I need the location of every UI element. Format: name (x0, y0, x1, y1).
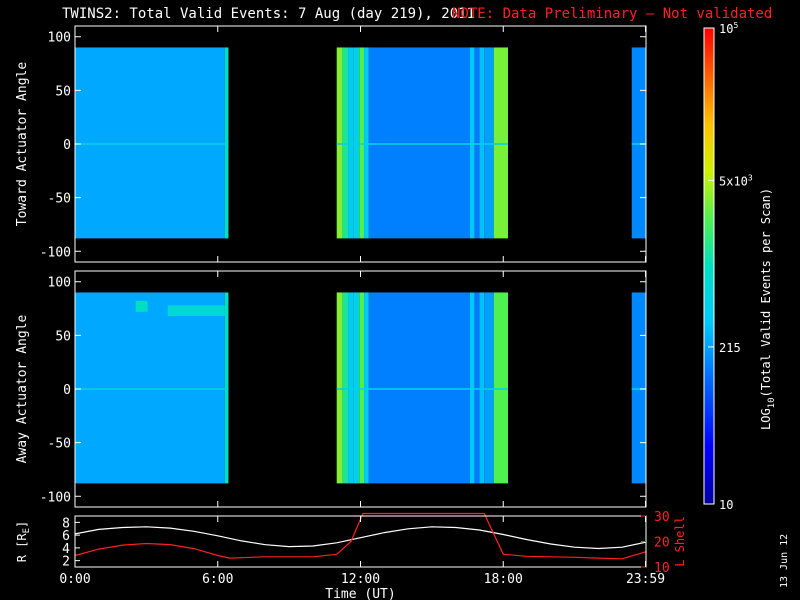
colorbar: 105 5x103 215 10 LOG10(Total Valid Events p… (703, 21, 777, 512)
colorbar-label: LOG10(Total Valid Events per Scan) (759, 188, 777, 430)
heatmap-band (364, 47, 369, 239)
colorbar-tick-label: 10 (719, 498, 733, 512)
panel-frame (74, 515, 647, 568)
colorbar-gradient (704, 28, 714, 504)
colorbar-tick-label: 215 (719, 341, 741, 355)
heatmap-band (224, 47, 229, 239)
y-tick-label: 50 (55, 329, 71, 344)
heatmap-band (474, 292, 480, 484)
zero-angle-line (336, 388, 509, 390)
date-stamp: 13 Jun 12 (779, 534, 790, 588)
y-tick-label: -100 (40, 490, 71, 505)
heatmap-band (493, 47, 509, 239)
heatmap-band (368, 292, 470, 484)
heatmap-band (364, 292, 369, 484)
heatmap-band (479, 47, 485, 239)
heatmap-band (353, 47, 360, 239)
heatmap-patch (167, 305, 225, 317)
heatmap-band (336, 292, 343, 484)
heatmap-band (342, 47, 349, 239)
heatmap-band (348, 292, 354, 484)
zero-angle-line (631, 388, 646, 390)
x-tick-label: 18:00 (484, 572, 523, 587)
y-tick-label: 50 (55, 84, 71, 99)
heatmap-band (469, 47, 475, 239)
x-axis-label: Time (UT) (325, 587, 395, 600)
chart-title: TWINS2: Total Valid Events: 7 Aug (day 2… (62, 6, 476, 22)
y-tick-label-right: 10 (654, 561, 670, 576)
y-axis-label: Toward Actuator Angle (15, 62, 30, 227)
heatmap-band (474, 47, 480, 239)
heatmap-band (353, 292, 360, 484)
heatmap-band (368, 47, 470, 239)
away-angle-panel: 100 50 0 -50 -100 Away Actuator Angle (15, 270, 647, 508)
heatmap-band (469, 292, 475, 484)
x-tick-label: 0:00 (59, 572, 90, 587)
zero-angle-line (336, 143, 509, 145)
heatmap-band (75, 292, 225, 484)
heatmap-band (631, 47, 646, 239)
x-tick-label: 23:59 (626, 572, 665, 587)
heatmap-band (484, 292, 494, 484)
y-axis-label-right: L Shell (673, 516, 687, 567)
note-preliminary: NOTE: Data Preliminary — Not validated (452, 6, 773, 22)
y-tick-label: 100 (48, 276, 71, 291)
heatmap-band (348, 47, 354, 239)
heatmap-band (359, 47, 365, 239)
colorbar-tick-label: 105 (719, 21, 738, 36)
heatmap-band (484, 47, 494, 239)
zero-angle-line (75, 388, 229, 390)
heatmap-band (631, 292, 646, 484)
x-tick-label: 6:00 (202, 572, 233, 587)
y-tick-label-right: 20 (654, 536, 670, 551)
zero-angle-line (631, 143, 646, 145)
heatmap-band (479, 292, 485, 484)
heatmap-patch (135, 301, 148, 312)
y-tick-label: -100 (40, 245, 71, 260)
heatmap-band (75, 47, 225, 239)
heatmap-band (493, 292, 509, 484)
y-axis-label: Away Actuator Angle (15, 314, 30, 463)
heatmap-band (342, 292, 349, 484)
y-tick-label-right: 30 (654, 510, 670, 525)
x-tick-label: 12:00 (341, 572, 380, 587)
heatmap-band (336, 47, 343, 239)
y-tick-label: 8 (62, 516, 70, 531)
y-tick-label: -50 (48, 437, 71, 452)
y-tick-label: 0 (63, 138, 71, 153)
zero-angle-line (75, 143, 229, 145)
l-shell-line (75, 512, 646, 560)
heatmap-band (359, 292, 365, 484)
y-axis-label-left: R [RE] (15, 521, 32, 563)
y-tick-label: 0 (63, 383, 71, 398)
y-tick-label: 2 (62, 555, 70, 570)
y-tick-label: 100 (48, 31, 71, 46)
y-tick-label: -50 (48, 192, 71, 207)
heatmap-band (224, 292, 229, 484)
y-tick-label: 4 (62, 542, 70, 557)
y-tick-label: 6 (62, 529, 70, 544)
r-distance-line (75, 526, 646, 550)
colorbar-tick-label: 5x103 (719, 173, 753, 188)
toward-angle-panel: 100 50 0 -50 -100 Toward Actuator Angle (15, 25, 647, 263)
